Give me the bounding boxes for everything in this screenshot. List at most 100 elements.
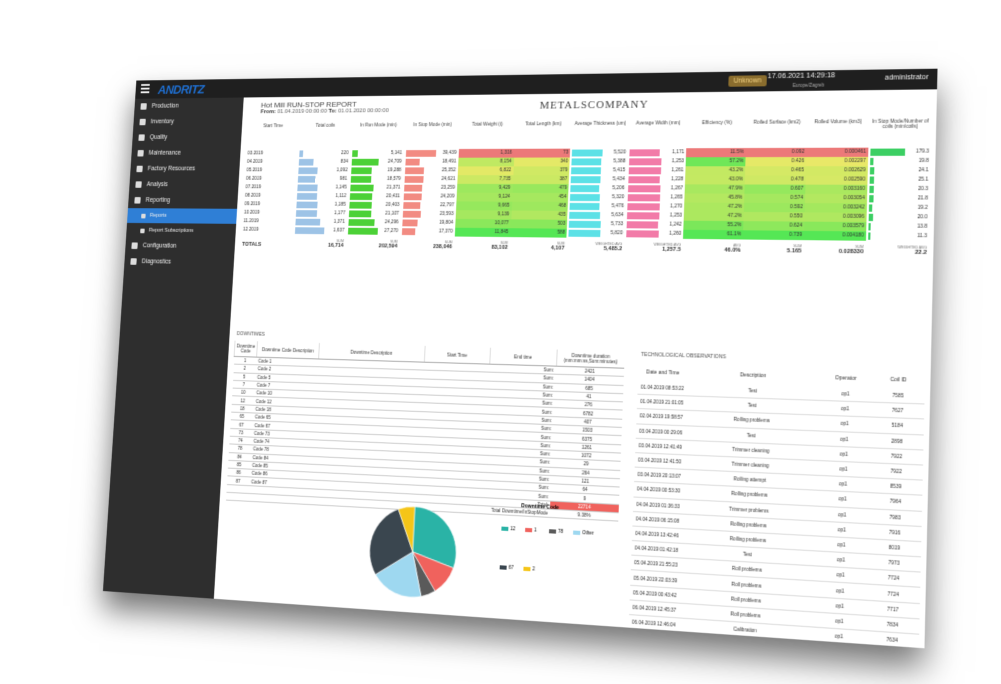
summary-cell: 1,261 xyxy=(627,166,686,175)
summary-cell: 1,267 xyxy=(626,184,685,193)
total-value: 238,046 xyxy=(432,244,453,251)
column-header: Average Thickness (um) xyxy=(574,121,627,127)
cell-value: 47.9% xyxy=(728,186,743,192)
summary-cell: 5,476 xyxy=(568,202,626,211)
summary-cell: 0.092 xyxy=(745,147,807,158)
observation-cell: 06.04.2019 12:48:11 xyxy=(627,629,679,648)
cell-value: 1,267 xyxy=(670,186,684,192)
summary-cell: 20,403 xyxy=(347,201,401,210)
menu-item[interactable]: Maintenance xyxy=(131,145,241,161)
cell-bar xyxy=(626,221,659,229)
summary-cell: 39,439 xyxy=(404,149,459,158)
summary-cell: 1,228 xyxy=(627,175,686,184)
cell-value: 1,253 xyxy=(671,159,685,165)
cell-bar xyxy=(629,149,660,157)
header-row: Start Time Total coils In Run Mode (min) In… xyxy=(246,118,932,149)
summary-cell: 0.592 xyxy=(743,202,806,213)
cell-bar xyxy=(869,176,875,184)
summary-cell: 73 xyxy=(513,148,571,158)
cell-value: 25.1 xyxy=(918,177,929,183)
cell-value: 10,077 xyxy=(494,221,509,227)
summary-cell: 0.607 xyxy=(744,184,806,194)
summary-cell: 379 xyxy=(512,166,570,176)
total-cell: SUM 83,102 xyxy=(454,237,510,251)
summary-cell: 05.2019 xyxy=(244,167,296,176)
cell-value: 19,804 xyxy=(439,220,454,226)
menu-toggle[interactable] xyxy=(140,83,150,94)
app-window: ANDRITZ Unknown 17.06.2021 14:29:18 Euro… xyxy=(102,68,938,649)
logo: ANDRITZ xyxy=(157,82,205,97)
cell-value: 5,820 xyxy=(610,231,623,237)
menu-item[interactable]: Quality xyxy=(132,129,242,145)
summary-cell: 5,415 xyxy=(569,166,627,175)
from-label: From: xyxy=(260,109,276,116)
cell-bar xyxy=(869,185,874,194)
menu-item[interactable]: Reporting xyxy=(128,192,238,208)
summary-cell: 08.2019 xyxy=(243,192,295,201)
cell-bar xyxy=(627,194,661,202)
cell-bar xyxy=(349,201,372,209)
cell-bar xyxy=(299,150,304,158)
summary-cell: 340 xyxy=(513,157,571,167)
section-title: TECHNOLOGICAL OBSERVATIONS xyxy=(640,351,727,361)
cell-value: 5,634 xyxy=(611,213,624,219)
cell-value: 9,124 xyxy=(498,194,511,200)
column-header: In Stop Mode (min) xyxy=(413,122,452,129)
cell-value: 21,107 xyxy=(385,211,400,217)
cell-value: 43.2% xyxy=(729,168,744,174)
cell-value: 07.2019 xyxy=(245,185,262,191)
cell-value: 0.003096 xyxy=(842,214,865,220)
section-title: DOWNTIMES xyxy=(236,331,265,338)
column-header: Operator xyxy=(835,375,857,383)
cell-value: 1,171 xyxy=(671,150,685,156)
total-cell: WEIGHTED AVG 1,257.5 xyxy=(624,238,683,253)
pie-slice xyxy=(412,507,458,569)
summary-cell: 1,253 xyxy=(627,157,686,166)
summary-cell: 57.2% xyxy=(685,157,746,167)
cell-value: 0.002590 xyxy=(843,177,866,183)
column-header: Start Time xyxy=(424,345,491,365)
menu-item[interactable]: Analysis xyxy=(129,177,239,193)
user-menu[interactable]: administrator xyxy=(884,73,929,82)
cell-value: 5,141 xyxy=(390,151,403,156)
menu-item[interactable]: Production xyxy=(134,97,244,114)
menu-item[interactable]: Factory Resources xyxy=(130,161,240,177)
legend-label: 67 xyxy=(508,565,514,571)
total-value: 4,107 xyxy=(550,245,565,252)
menu-item[interactable]: Reports xyxy=(127,208,238,224)
cell-value: 11,845 xyxy=(494,230,509,236)
cell-value: 435 xyxy=(557,212,566,218)
summary-cell: 0.550 xyxy=(743,211,805,222)
summary-cell: 0.574 xyxy=(744,193,806,204)
cell-value: 1,261 xyxy=(671,168,684,174)
cell-bar xyxy=(569,211,601,220)
menu-item[interactable]: Report Subscriptions xyxy=(126,223,236,239)
summary-cell: 1,171 xyxy=(628,148,687,157)
cell-value: 11.2019 xyxy=(243,219,259,225)
cell-bar xyxy=(350,176,371,183)
from-date: 01.04.2019 00:00:00 xyxy=(277,108,328,115)
column-header: In Stop Mode/Number of coils (min/coils) xyxy=(872,119,929,131)
cell-value: 5,476 xyxy=(611,204,624,210)
cell-value: 454 xyxy=(558,194,567,200)
menu-item[interactable]: Diagnostics xyxy=(124,254,234,272)
menu-item[interactable]: Configuration xyxy=(125,238,235,255)
summary-cell: 5,141 xyxy=(350,149,404,158)
observation-cell: 7634 xyxy=(865,630,920,649)
cell-value: 03.2019 xyxy=(247,151,264,157)
cell-value: 57.2% xyxy=(729,159,744,165)
cell-bar xyxy=(402,210,421,218)
total-cell: WEIGHTED AVG 5,485.2 xyxy=(566,238,624,253)
cell-value: 0.739 xyxy=(789,232,803,239)
cell-value: 9,665 xyxy=(497,203,510,209)
summary-cell: 468 xyxy=(511,201,569,211)
cell-bar xyxy=(626,230,659,238)
cell-bar xyxy=(868,223,872,231)
cell-bar xyxy=(869,167,875,175)
summary-cell: 0.000461 xyxy=(806,147,869,158)
menu-item[interactable]: Inventory xyxy=(133,113,243,130)
cell-value: 5,320 xyxy=(611,195,625,201)
cell-bar xyxy=(870,157,875,166)
summary-row: 04.2019 834 24,709 18,491 8,154 340 5,388 1,253… xyxy=(245,156,931,167)
